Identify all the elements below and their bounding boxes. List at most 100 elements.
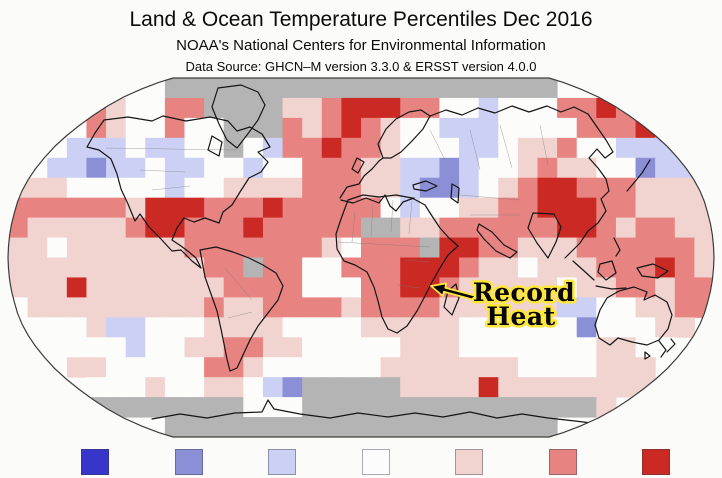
grid-cell xyxy=(400,337,421,358)
grid-cell xyxy=(439,217,460,239)
grid-cell xyxy=(302,217,323,239)
grid-cell xyxy=(537,317,558,338)
grid-cell xyxy=(498,417,519,437)
grid-cell xyxy=(223,137,244,159)
grid-cell xyxy=(302,257,323,278)
grid-cell xyxy=(694,177,714,199)
grid-cell xyxy=(419,237,440,258)
grid-cell xyxy=(400,97,421,119)
grid-cell xyxy=(655,257,676,278)
grid-cell xyxy=(537,217,558,239)
grid-cell xyxy=(459,157,480,179)
grid-cell xyxy=(674,317,695,338)
grid-cell xyxy=(498,277,519,298)
grid-cell xyxy=(321,78,342,99)
grid-cell xyxy=(47,217,68,239)
grid-cell xyxy=(635,137,656,159)
grid-cell xyxy=(655,297,676,318)
grid-cell xyxy=(145,157,166,179)
grid-cell xyxy=(517,97,538,119)
grid-cell xyxy=(596,357,617,378)
grid-cell xyxy=(262,277,284,298)
grid-cell xyxy=(400,197,421,219)
grid-cell xyxy=(361,177,382,199)
grid-cell xyxy=(27,297,48,318)
annotation-text-line1: Record xyxy=(473,278,575,307)
grid-cell xyxy=(184,417,205,437)
grid-cell xyxy=(498,197,519,219)
grid-cell xyxy=(282,417,303,437)
grid-cell xyxy=(184,277,205,298)
grid-cell xyxy=(8,177,29,199)
grid-cell xyxy=(459,357,480,378)
grid-cell xyxy=(557,137,578,159)
grid-cell xyxy=(361,377,382,398)
grid-cell xyxy=(380,297,401,318)
grid-cell xyxy=(419,257,440,278)
figure-subtitle: NOAA's National Centers for Environmenta… xyxy=(176,37,546,55)
grid-cell xyxy=(537,277,558,298)
grid-cell xyxy=(380,237,401,258)
grid-cell xyxy=(164,137,185,159)
grid-cell xyxy=(615,297,637,318)
grid-cell xyxy=(145,117,166,139)
grid-cell xyxy=(66,177,87,199)
grid-cell xyxy=(204,157,225,179)
grid-cell xyxy=(321,337,342,358)
grid-cell xyxy=(302,177,323,199)
grid-cell xyxy=(106,257,127,278)
grid-cell xyxy=(47,297,68,318)
grid-cell xyxy=(106,177,127,199)
grid-cell xyxy=(86,397,107,418)
grid-cell xyxy=(302,157,323,179)
grid-cell xyxy=(223,177,244,199)
grid-cell xyxy=(439,117,460,139)
grid-cell xyxy=(66,357,87,378)
grid-cell xyxy=(537,417,558,437)
grid-cell xyxy=(478,157,499,179)
grid-cell xyxy=(184,257,205,278)
grid-cell xyxy=(439,377,460,398)
grid-cell xyxy=(361,257,382,278)
grid-cell xyxy=(86,137,107,159)
grid-cell xyxy=(557,297,578,318)
grid-cell xyxy=(223,197,244,219)
grid-cell xyxy=(86,177,107,199)
grid-cell xyxy=(655,217,676,239)
grid-cell xyxy=(655,317,676,338)
grid-cell xyxy=(517,297,538,318)
grid-cell xyxy=(86,197,107,219)
grid-cell xyxy=(243,377,264,398)
grid-cell xyxy=(576,297,597,318)
grid-cell xyxy=(537,257,558,278)
grid-cell xyxy=(243,237,264,258)
grid-cell xyxy=(674,297,695,318)
grid-cell xyxy=(537,137,558,159)
grid-cell xyxy=(674,257,695,278)
grid-cell xyxy=(576,117,597,139)
grid-cell xyxy=(184,78,205,99)
grid-cell xyxy=(459,137,480,159)
grid-cell xyxy=(517,277,538,298)
grid-cell xyxy=(223,78,244,99)
grid-cell xyxy=(459,297,480,318)
grid-cell xyxy=(321,317,342,338)
grid-cell xyxy=(655,137,676,159)
grid-cell xyxy=(106,317,127,338)
grid-cell xyxy=(86,317,107,338)
grid-cell xyxy=(204,357,225,378)
grid-cell xyxy=(419,217,440,239)
grid-cell xyxy=(615,237,637,258)
grid-cell xyxy=(400,217,421,239)
grid-cell xyxy=(204,277,225,298)
grid-cell xyxy=(341,78,362,99)
grid-cell xyxy=(106,277,127,298)
grid-cell xyxy=(184,377,205,398)
grid-cell xyxy=(204,417,225,437)
grid-cell xyxy=(439,157,460,179)
grid-cell xyxy=(341,237,362,258)
grid-cell xyxy=(557,197,578,219)
grid-cell xyxy=(498,157,519,179)
grid-cell xyxy=(341,297,362,318)
